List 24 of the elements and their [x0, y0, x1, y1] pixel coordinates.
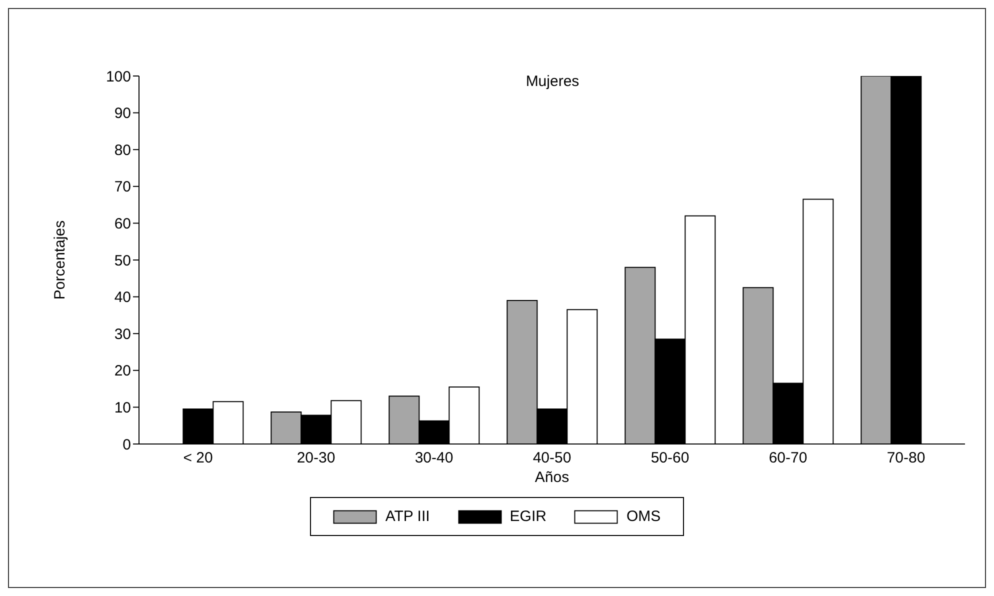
legend-label: ATP III — [385, 508, 430, 525]
x-tick-label: 70-80 — [886, 450, 926, 467]
x-tick-label: 50-60 — [650, 450, 690, 467]
legend-label: OMS — [626, 508, 661, 525]
y-tick-label: 40 — [114, 289, 131, 306]
y-tick-label: 0 — [122, 436, 131, 454]
y-tick-label: 90 — [114, 105, 131, 122]
x-tick-label: 40-50 — [532, 450, 572, 467]
chart-title: Mujeres — [524, 73, 580, 90]
x-tick-label: 20-30 — [296, 450, 336, 467]
y-tick-label: 70 — [114, 178, 131, 196]
y-tick-label: 20 — [114, 362, 131, 380]
y-tick-label: 100 — [106, 68, 131, 86]
x-tick-label: < 20 — [183, 450, 213, 467]
y-tick-label: 30 — [114, 326, 131, 343]
y-axis-title: Porcentajes — [51, 220, 68, 300]
legend-label: EGIR — [510, 508, 546, 525]
y-tick-label: 60 — [114, 216, 131, 233]
y-tick-label: 10 — [114, 400, 131, 417]
x-tick-label: 30-40 — [414, 450, 454, 467]
y-tick-label: 50 — [114, 252, 131, 270]
x-axis-title: Años — [534, 469, 570, 486]
x-tick-label: 60-70 — [768, 450, 808, 467]
y-tick-label: 80 — [114, 142, 131, 159]
